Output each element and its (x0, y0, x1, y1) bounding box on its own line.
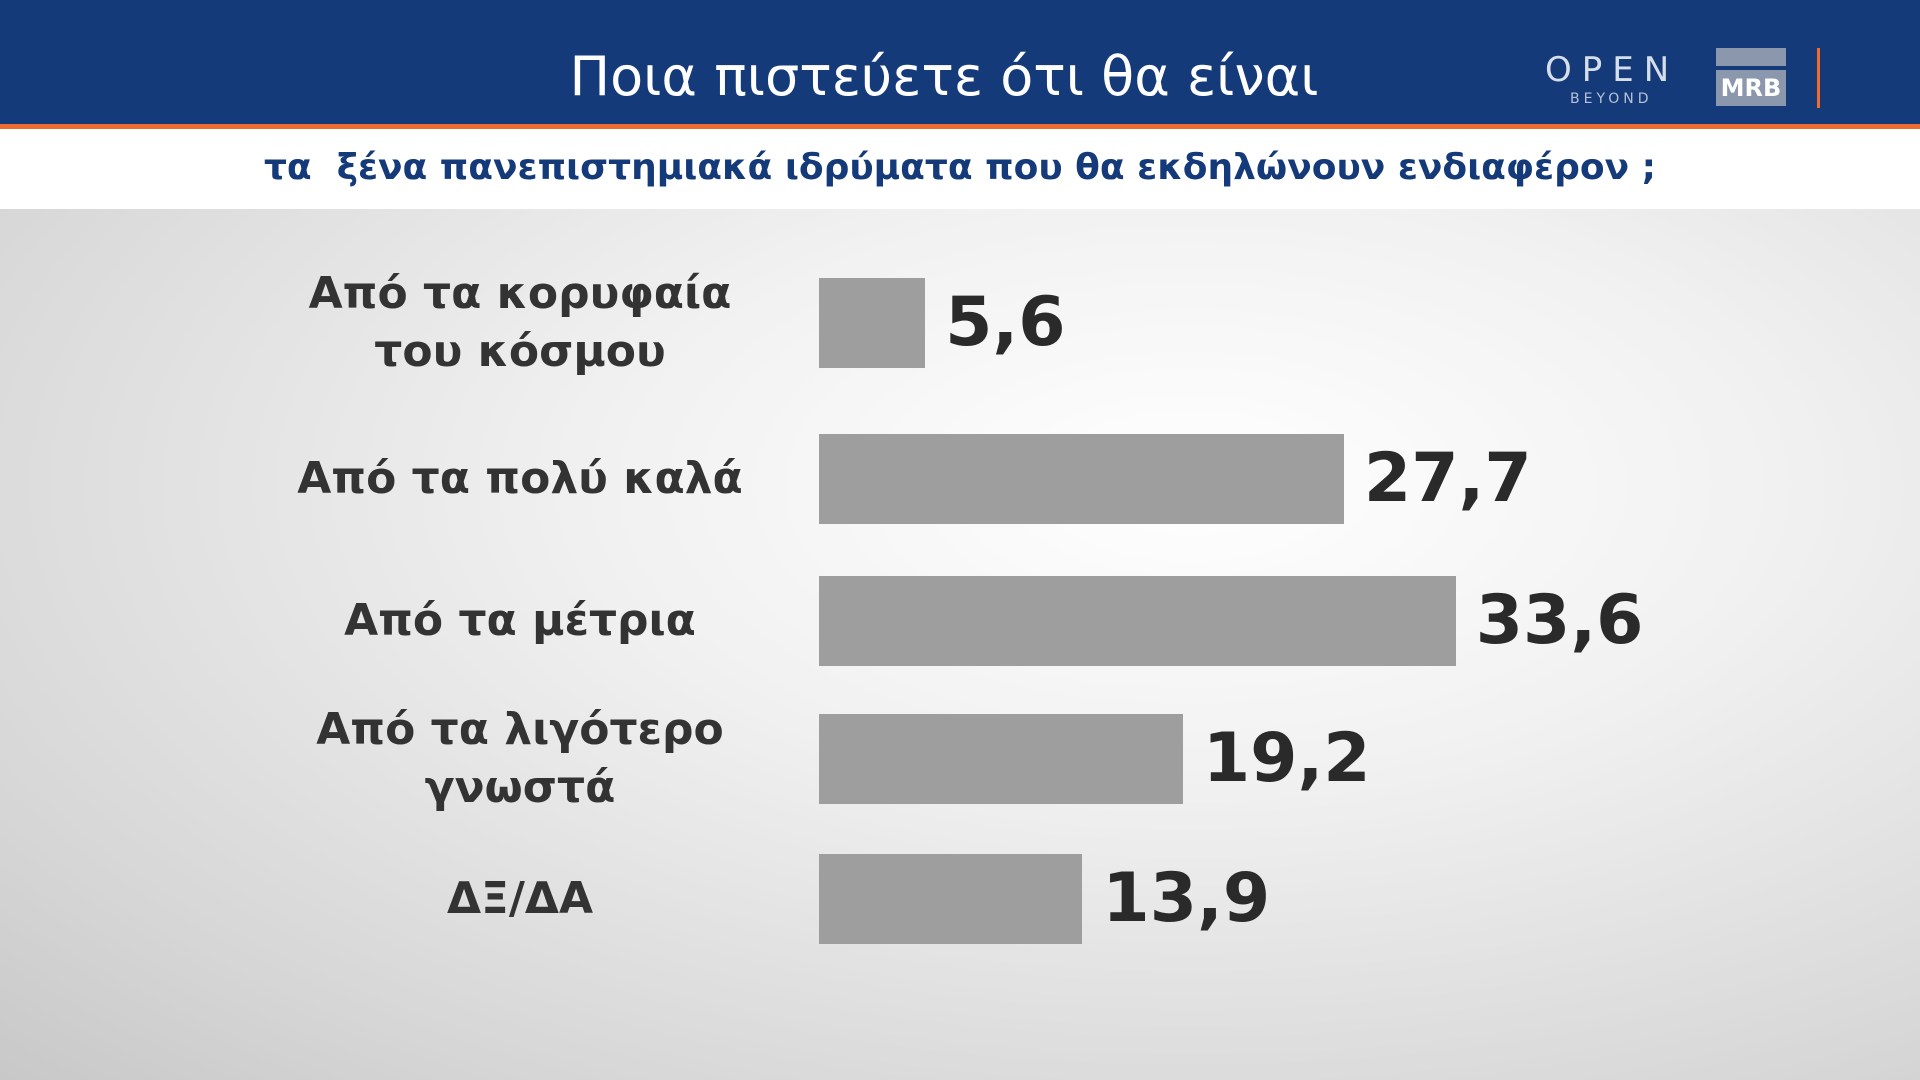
value-label: 19,2 (1202, 719, 1371, 798)
chart-title: Ποια πιστεύετε ότι θα είναι (569, 45, 1319, 108)
separator (1817, 48, 1820, 108)
brand-tagline: BEYOND (1570, 91, 1653, 107)
bar (819, 434, 1344, 524)
bar (819, 714, 1183, 804)
value-label: 13,9 (1102, 859, 1271, 938)
value-label: 33,6 (1475, 581, 1644, 660)
subtitle-band (0, 129, 1920, 209)
category-label: Από τα πολύ καλά (297, 453, 743, 504)
chart-subtitle: τα ξένα πανεπιστημιακά ιδρύματα που θα ε… (263, 147, 1657, 188)
bar (819, 576, 1456, 666)
value-label: 27,7 (1363, 439, 1532, 518)
category-label: Από τα μέτρια (344, 595, 696, 646)
bar (819, 854, 1083, 944)
category-label: Από τα λιγότερο γνωστά (316, 704, 724, 813)
bar (819, 278, 926, 368)
category-label: Από τα κορυφαία του κόσμου (308, 268, 732, 377)
header-stripe (0, 124, 1920, 129)
brand-logo: OPEN (1545, 50, 1680, 90)
pollster-logo: MRB (1716, 70, 1786, 106)
pollster-logo-bar (1716, 48, 1786, 66)
category-label: ΔΞ/ΔΑ (446, 873, 594, 924)
header-band (0, 0, 1920, 124)
value-label: 5,6 (945, 283, 1066, 362)
